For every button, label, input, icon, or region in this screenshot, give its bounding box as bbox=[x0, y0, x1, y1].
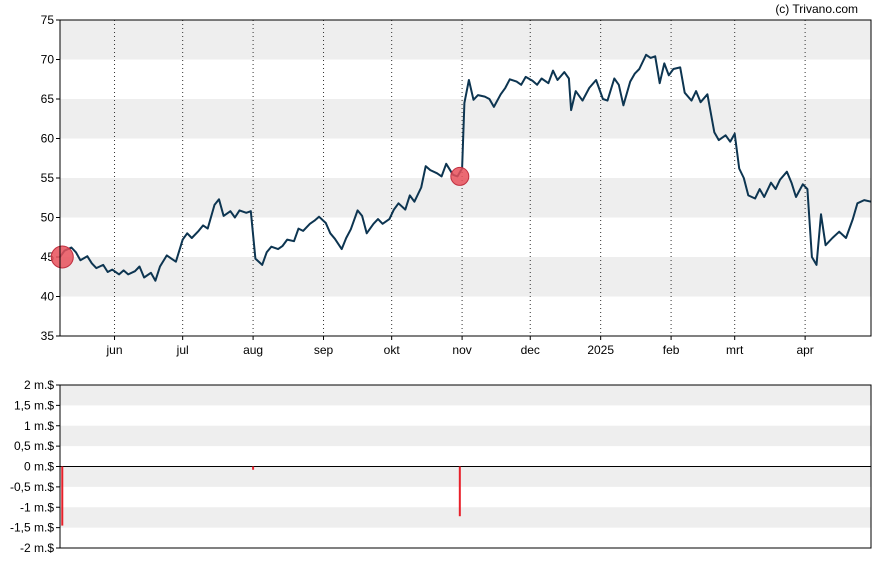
price-xtick-label: mrt bbox=[726, 343, 744, 357]
price-band bbox=[60, 178, 871, 218]
volume-ytick-label: 2 m.$ bbox=[24, 378, 54, 392]
price-band bbox=[60, 99, 871, 139]
price-band bbox=[60, 257, 871, 297]
price-xtick-label: 2025 bbox=[587, 343, 614, 357]
price-frame bbox=[59, 19, 872, 337]
volume-ytick-label: -1 m.$ bbox=[20, 500, 54, 514]
price-ytick-label: 60 bbox=[41, 132, 55, 146]
volume-frame bbox=[59, 384, 872, 549]
price-ytick-label: 55 bbox=[41, 171, 55, 185]
volume-panel: -2 m.$ -1,5 m.$ -1 m.$ -0,5 m.$ 0 m.$ 0,5 m.$… bbox=[10, 378, 872, 555]
volume-ytick-label: 1 m.$ bbox=[24, 419, 54, 433]
price-xtick-label: jun bbox=[106, 343, 123, 357]
price-xtick-label: jul bbox=[176, 343, 189, 357]
price-series-line bbox=[59, 53, 872, 282]
price-event-marker bbox=[50, 245, 74, 269]
volume-band bbox=[60, 466, 871, 487]
volume-bar bbox=[458, 466, 461, 517]
copyright-label: (c) Trivano.com bbox=[775, 2, 858, 16]
volume-bar bbox=[252, 466, 255, 470]
price-xtick-label: apr bbox=[796, 343, 813, 357]
volume-ytick-label: 0 m.$ bbox=[24, 460, 54, 474]
price-panel: 35 40 45 50 55 60 65 70 75 jun jul aug sep okt nov dec 2… bbox=[41, 13, 872, 357]
price-ytick-label: 45 bbox=[41, 250, 55, 264]
price-ytick-label: 75 bbox=[41, 13, 55, 27]
price-ytick-label: 65 bbox=[41, 92, 55, 106]
price-ytick-label: 50 bbox=[41, 211, 55, 225]
volume-band bbox=[60, 507, 871, 528]
volume-ytick-label: -2 m.$ bbox=[20, 541, 54, 555]
price-band bbox=[60, 20, 871, 60]
price-ytick-label: 40 bbox=[41, 290, 55, 304]
volume-band bbox=[60, 385, 871, 406]
volume-ytick-label: 1,5 m.$ bbox=[14, 398, 54, 412]
price-xtick-label: sep bbox=[314, 343, 334, 357]
price-xtick-label: okt bbox=[384, 343, 401, 357]
price-ytick-label: 70 bbox=[41, 53, 55, 67]
price-xtick-label: feb bbox=[663, 343, 680, 357]
price-ytick-label: 35 bbox=[41, 329, 55, 343]
price-event-marker bbox=[450, 166, 470, 186]
volume-band bbox=[60, 425, 871, 447]
volume-ytick-label: -0,5 m.$ bbox=[10, 480, 54, 494]
volume-ytick-label: 0,5 m.$ bbox=[14, 439, 54, 453]
price-xtick-label: nov bbox=[452, 343, 471, 357]
price-xtick-label: aug bbox=[243, 343, 263, 357]
volume-bar bbox=[61, 466, 64, 526]
price-xtick-label: dec bbox=[521, 343, 540, 357]
volume-ytick-label: -1,5 m.$ bbox=[10, 521, 54, 535]
